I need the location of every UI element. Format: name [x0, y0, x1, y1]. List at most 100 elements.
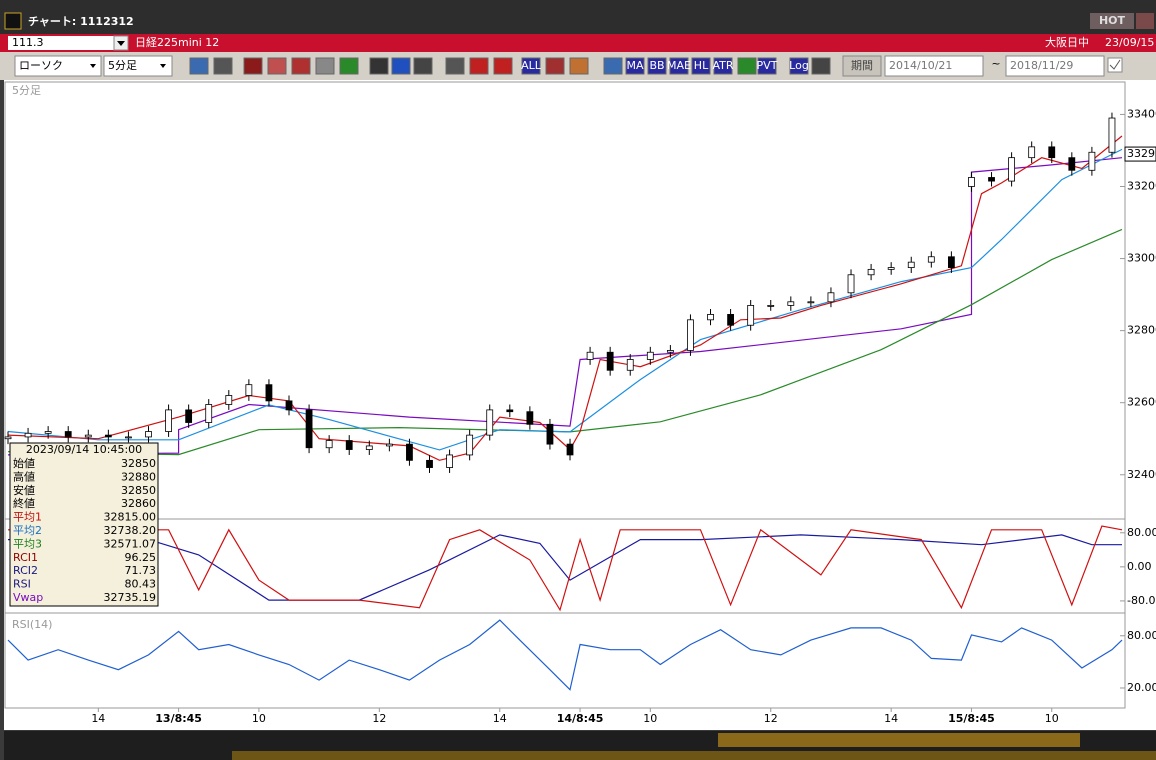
- tool-icon[interactable]: [811, 57, 831, 75]
- candle-body: [406, 443, 413, 461]
- candle-body: [586, 351, 594, 360]
- panel-title: 5分足: [12, 84, 41, 97]
- chart-area: [4, 80, 1156, 730]
- to-date[interactable]: [1005, 55, 1105, 77]
- x-tick-label: 10: [252, 712, 266, 725]
- candle-body: [325, 440, 333, 449]
- candle-body: [305, 409, 313, 449]
- tool-icon[interactable]: [493, 57, 513, 75]
- dropdown-arrow: [90, 64, 96, 68]
- y-tick-label: 20.00: [1127, 681, 1156, 694]
- tool-icon[interactable]: [569, 57, 589, 75]
- tool-icon[interactable]: [691, 57, 711, 75]
- period-label: 期間: [851, 59, 873, 72]
- indicator-line: [8, 525, 1123, 612]
- info-label: 平均2: [13, 524, 42, 537]
- candle-body: [1048, 146, 1056, 159]
- candle-body: [446, 454, 453, 468]
- tool-icon[interactable]: [291, 57, 311, 75]
- tool-icon-label: ATR: [712, 59, 733, 72]
- candle-body: [506, 409, 514, 413]
- y-tick-label: -80.00: [1127, 594, 1156, 607]
- tool-icon[interactable]: [267, 57, 287, 75]
- candle-body: [385, 443, 393, 447]
- tool-icon[interactable]: [391, 57, 411, 75]
- y-tick-label: 33200: [1127, 179, 1156, 192]
- info-label: 平均3: [13, 537, 42, 550]
- info-value: 32738.20: [104, 524, 157, 537]
- tool-icon[interactable]: [369, 57, 389, 75]
- info-label: RCI1: [13, 551, 38, 564]
- candle-body: [666, 350, 674, 353]
- info-value: 32850: [121, 484, 156, 497]
- candle-body: [1028, 146, 1036, 159]
- tool-icon[interactable]: [737, 57, 757, 75]
- candle-body: [626, 359, 634, 371]
- hot-button[interactable]: [1090, 13, 1134, 29]
- candle-body: [365, 445, 373, 450]
- tool-icon[interactable]: [315, 57, 335, 75]
- tool-icon[interactable]: [625, 57, 645, 75]
- candle-body: [968, 177, 975, 187]
- tool-icon[interactable]: [603, 57, 623, 75]
- tool-icon[interactable]: [521, 57, 541, 75]
- candle-body: [927, 256, 935, 263]
- from-date[interactable]: [884, 55, 984, 77]
- tool-icon[interactable]: [213, 57, 233, 75]
- session-date: 23/09/15: [1105, 36, 1154, 49]
- y-tick-label: 0.00: [1127, 560, 1152, 573]
- hot-label: HOT: [1099, 14, 1126, 27]
- code-input[interactable]: [8, 36, 114, 50]
- candle-body: [887, 267, 895, 270]
- info-value: 32850: [121, 457, 156, 470]
- tool-icon[interactable]: [789, 57, 809, 75]
- tool-icon[interactable]: [757, 57, 777, 75]
- candle-body: [947, 256, 955, 268]
- dropdown-arrow: [160, 64, 166, 68]
- tool-icon[interactable]: [647, 57, 667, 75]
- candle-body: [867, 268, 875, 276]
- close-button[interactable]: [1136, 13, 1154, 29]
- candle-body: [165, 409, 172, 432]
- candle-body: [1108, 117, 1116, 153]
- candle-body: [285, 400, 293, 411]
- candle-body: [125, 436, 132, 439]
- candle-body: [767, 305, 775, 307]
- tool-icon[interactable]: [545, 57, 565, 75]
- candle-body: [205, 404, 213, 423]
- info-background: [9, 442, 159, 607]
- tool-icon[interactable]: [669, 57, 689, 75]
- info-value: 32880: [121, 470, 156, 483]
- window-title: チャート: 1112312: [28, 15, 134, 28]
- tool-icon[interactable]: [445, 57, 465, 75]
- candle-body: [225, 395, 233, 405]
- x-tick-label: 10: [643, 712, 657, 725]
- tool-icon[interactable]: [339, 57, 359, 75]
- info-label: 安値: [13, 483, 35, 497]
- info-time: 2023/09/14 10:45:00: [26, 443, 142, 456]
- tool-icon-label: PVT: [757, 59, 778, 72]
- period-button[interactable]: [842, 55, 882, 77]
- tool-icon[interactable]: [413, 57, 433, 75]
- info-value: 32571.07: [104, 537, 157, 550]
- candle-body: [1068, 157, 1076, 171]
- candle-body: [807, 301, 815, 304]
- y-tick-label: 32600: [1127, 396, 1156, 409]
- instrument-bar: [0, 34, 1156, 52]
- title-bar: [0, 0, 1156, 34]
- scroll-thumb[interactable]: [718, 733, 1080, 747]
- chart-kind-select[interactable]: [14, 55, 102, 77]
- instrument-name: 日経225mini 12: [135, 36, 219, 49]
- tool-icon[interactable]: [243, 57, 263, 75]
- tool-icon[interactable]: [713, 57, 733, 75]
- candle-body: [1008, 157, 1016, 182]
- tool-icon-label: MAE: [667, 59, 691, 72]
- interval-select[interactable]: [103, 55, 173, 77]
- tool-icon[interactable]: [189, 57, 209, 75]
- candle-body: [526, 411, 534, 425]
- tool-icon[interactable]: [469, 57, 489, 75]
- candle-body: [646, 351, 654, 360]
